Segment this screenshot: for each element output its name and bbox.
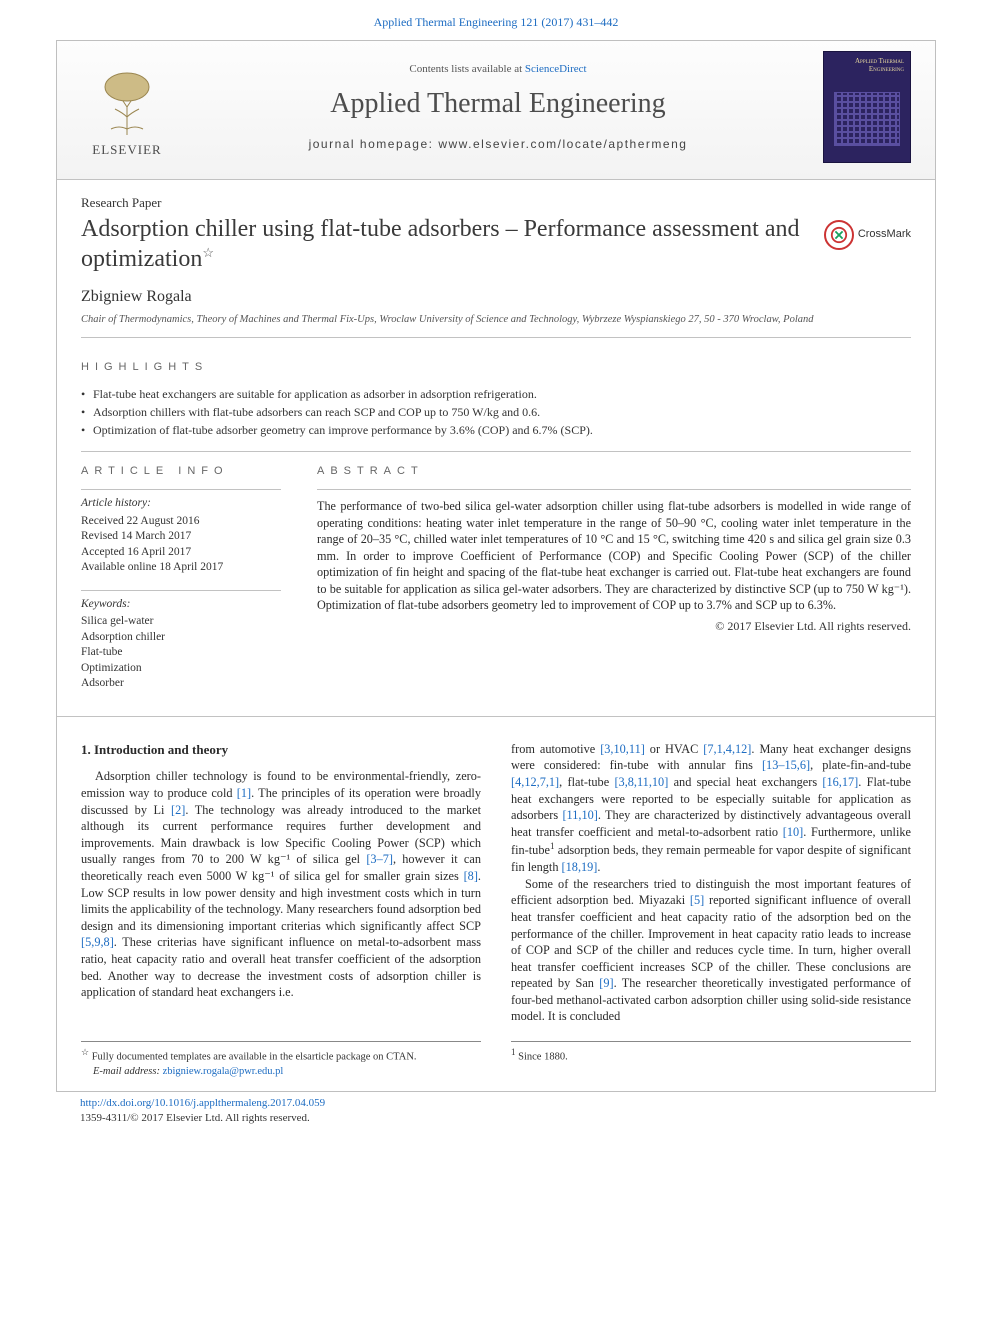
abstract-heading: ABSTRACT xyxy=(317,464,911,479)
author-name[interactable]: Zbigniew Rogala xyxy=(81,286,911,308)
intro-paragraph-1-cont: from automotive [3,10,11] or HVAC [7,1,4… xyxy=(511,741,911,876)
article-history-block: Article history: Received 22 August 2016… xyxy=(81,489,281,576)
history-line: Accepted 16 April 2017 xyxy=(81,545,281,561)
citation-link[interactable]: [11,10] xyxy=(562,808,597,822)
page-footer-refs: http://dx.doi.org/10.1016/j.applthermale… xyxy=(0,1092,992,1142)
citation-link[interactable]: [3,10,11] xyxy=(600,742,645,756)
journal-reference-line: Applied Thermal Engineering 121 (2017) 4… xyxy=(0,0,992,36)
footnote-right-column: 1 Since 1880. xyxy=(511,1041,911,1079)
abstract-copyright: © 2017 Elsevier Ltd. All rights reserved… xyxy=(317,618,911,634)
info-abstract-row: ARTICLE INFO Article history: Received 2… xyxy=(57,452,935,717)
author-email-link[interactable]: zbigniew.rogala@pwr.edu.pl xyxy=(163,1066,284,1077)
intro-paragraph-1: Adsorption chiller technology is found t… xyxy=(81,768,481,1000)
highlights-section: HIGHLIGHTS Flat-tube heat exchangers are… xyxy=(57,348,935,452)
footnotes-row: ☆ Fully documented templates are availab… xyxy=(57,1033,935,1091)
email-label: E-mail address: xyxy=(93,1066,163,1077)
page-frame: ELSEVIER Contents lists available at Sci… xyxy=(56,40,936,1092)
elsevier-logo: ELSEVIER xyxy=(81,56,173,158)
body-column-right: from automotive [3,10,11] or HVAC [7,1,4… xyxy=(511,741,911,1025)
issn-copyright: 1359-4311/© 2017 Elsevier Ltd. All right… xyxy=(80,1111,992,1126)
section-1-heading: 1. Introduction and theory xyxy=(81,741,481,759)
citation-link[interactable]: [18,19] xyxy=(562,860,598,874)
citation-link[interactable]: [2] xyxy=(171,803,185,817)
citation-link[interactable]: [8] xyxy=(464,869,478,883)
header-center: Contents lists available at ScienceDirec… xyxy=(173,62,823,153)
journal-reference-text[interactable]: Applied Thermal Engineering 121 (2017) 4… xyxy=(374,15,619,29)
journal-cover-thumbnail[interactable]: Applied Thermal Engineering xyxy=(823,51,911,163)
abstract-text: The performance of two-bed silica gel-wa… xyxy=(317,499,911,612)
body-two-column: 1. Introduction and theory Adsorption ch… xyxy=(57,717,935,1033)
crossmark-widget[interactable]: CrossMark xyxy=(824,220,911,250)
abstract-column: ABSTRACT The performance of two-bed sili… xyxy=(317,464,911,706)
title-footnote-marker: ☆ xyxy=(202,245,214,260)
highlights-list: Flat-tube heat exchangers are suitable f… xyxy=(81,385,911,453)
history-label: Article history: xyxy=(81,496,281,512)
keywords-block: Keywords: Silica gel-water Adsorption ch… xyxy=(81,590,281,692)
footnote-star-marker: ☆ xyxy=(81,1047,89,1057)
keyword: Flat-tube xyxy=(81,645,281,661)
elsevier-tree-icon xyxy=(91,67,163,139)
author-affiliation: Chair of Thermodynamics, Theory of Machi… xyxy=(81,313,911,338)
crossmark-icon xyxy=(824,220,854,250)
history-line: Revised 14 March 2017 xyxy=(81,529,281,545)
highlight-item: Adsorption chillers with flat-tube adsor… xyxy=(81,403,911,421)
citation-link[interactable]: [13–15,6] xyxy=(762,758,810,772)
journal-header: ELSEVIER Contents lists available at Sci… xyxy=(57,41,935,180)
intro-paragraph-2: Some of the researchers tried to disting… xyxy=(511,876,911,1025)
citation-link[interactable]: [16,17] xyxy=(822,775,858,789)
article-header: Research Paper Adsorption chiller using … xyxy=(57,180,935,348)
highlight-item: Flat-tube heat exchangers are suitable f… xyxy=(81,385,911,403)
keyword: Optimization xyxy=(81,661,281,677)
citation-link[interactable]: [4,12,7,1] xyxy=(511,775,559,789)
crossmark-label: CrossMark xyxy=(858,227,911,242)
citation-link[interactable]: [9] xyxy=(599,976,613,990)
keyword: Adsorber xyxy=(81,676,281,692)
article-info-column: ARTICLE INFO Article history: Received 2… xyxy=(81,464,281,706)
journal-homepage-line[interactable]: journal homepage: www.elsevier.com/locat… xyxy=(173,136,823,152)
highlights-heading: HIGHLIGHTS xyxy=(81,360,911,375)
footnote-left-column: ☆ Fully documented templates are availab… xyxy=(81,1041,481,1079)
article-info-heading: ARTICLE INFO xyxy=(81,464,281,479)
contents-lists-line: Contents lists available at ScienceDirec… xyxy=(173,62,823,77)
keywords-label: Keywords: xyxy=(81,597,281,613)
citation-link[interactable]: [3,8,11,10] xyxy=(614,775,668,789)
citation-link[interactable]: [10] xyxy=(783,825,804,839)
article-type: Research Paper xyxy=(81,194,911,212)
cover-grid-art xyxy=(834,92,900,146)
article-title-text: Adsorption chiller using flat-tube adsor… xyxy=(81,216,799,272)
highlight-item: Optimization of flat-tube adsorber geome… xyxy=(81,421,911,439)
elsevier-wordmark: ELSEVIER xyxy=(92,141,161,159)
footnote-star: ☆ Fully documented templates are availab… xyxy=(81,1046,481,1065)
citation-link[interactable]: [7,1,4,12] xyxy=(703,742,751,756)
history-line: Received 22 August 2016 xyxy=(81,514,281,530)
citation-link[interactable]: [1] xyxy=(237,786,251,800)
keyword: Adsorption chiller xyxy=(81,630,281,646)
sciencedirect-link[interactable]: ScienceDirect xyxy=(525,63,587,75)
abstract-body: The performance of two-bed silica gel-wa… xyxy=(317,489,911,633)
footnote-1: 1 Since 1880. xyxy=(511,1046,911,1065)
cover-title-text: Applied Thermal Engineering xyxy=(824,58,904,73)
citation-link[interactable]: [5,9,8] xyxy=(81,935,114,949)
history-line: Available online 18 April 2017 xyxy=(81,560,281,576)
contents-prefix: Contents lists available at xyxy=(409,63,524,75)
keyword: Silica gel-water xyxy=(81,614,281,630)
article-title: Adsorption chiller using flat-tube adsor… xyxy=(81,214,824,274)
citation-link[interactable]: [3–7] xyxy=(366,852,393,866)
body-column-left: 1. Introduction and theory Adsorption ch… xyxy=(81,741,481,1025)
doi-link[interactable]: http://dx.doi.org/10.1016/j.applthermale… xyxy=(80,1097,325,1109)
footnote-email: E-mail address: zbigniew.rogala@pwr.edu.… xyxy=(81,1065,481,1079)
journal-title: Applied Thermal Engineering xyxy=(173,85,823,123)
citation-link[interactable]: [5] xyxy=(690,893,704,907)
